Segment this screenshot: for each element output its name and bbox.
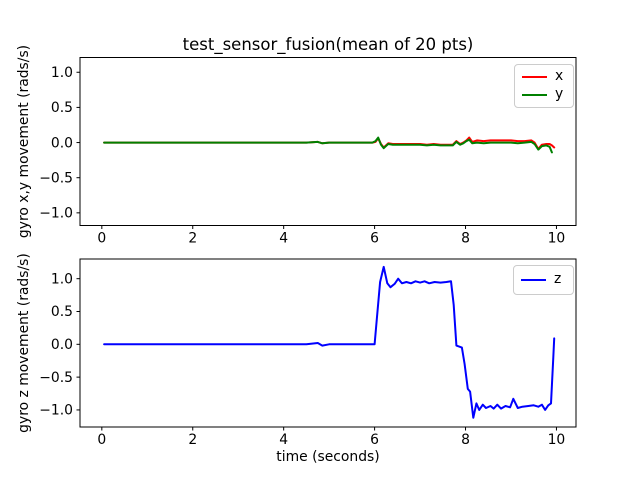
z-series-line-sample [521, 279, 546, 281]
y-axis-tick-label: 0.0 [51, 135, 73, 151]
x-axis-tick-label: 8 [461, 432, 470, 448]
chart-title: test_sensor_fusion(mean of 20 pts) [183, 35, 474, 55]
x-axis-tick-label: 0 [97, 231, 106, 247]
y-series-line [103, 136, 553, 154]
legend-entry-z: z [521, 270, 566, 290]
bottom-subplot-axes: 0 2 4 6 8 10 1.0 0.5 0.0 −0.5 −1.0 [39, 258, 577, 448]
x-axis-tick-label: 10 [548, 231, 566, 247]
y-axis-tick-label: 1.0 [51, 65, 73, 81]
y-axis-tick-label: −0.5 [39, 170, 73, 186]
legend-label-x: x [555, 68, 564, 85]
legend-entry-x: x [522, 68, 566, 86]
y-axis-tick-label: 0.0 [51, 337, 73, 353]
y-series-line-sample [522, 94, 547, 96]
legend-label-z: z [554, 271, 562, 288]
x-series-line-sample [522, 76, 547, 78]
top-legend: x y [514, 64, 574, 108]
z-series-line [103, 265, 556, 419]
x-axis-tick-label: 0 [97, 432, 106, 448]
bottom-y-axis-label: gyro z movement (rads/s) [16, 253, 32, 433]
y-axis-tick-label: 0.5 [51, 304, 73, 320]
axes-spines [79, 57, 577, 226]
top-y-axis-label: gyro x,y movement (rads/s) [16, 45, 32, 238]
x-axis-tick-label: 2 [188, 432, 197, 448]
y-axis-tick-label: −1.0 [39, 206, 73, 222]
x-axis-label: time (seconds) [276, 449, 379, 465]
y-axis-tick-label: 0.5 [51, 100, 73, 116]
top-subplot-axes: 0 2 4 6 8 10 1.0 0.5 0.0 −0.5 −1.0 [39, 57, 577, 247]
x-axis-tick-label: 4 [279, 432, 288, 448]
x-axis-tick-label: 8 [461, 231, 470, 247]
bottom-legend: z [513, 265, 574, 295]
legend-entry-y: y [522, 86, 566, 104]
legend-label-y: y [555, 86, 564, 103]
x-axis-tick-label: 4 [279, 231, 288, 247]
axes-spines [79, 258, 577, 428]
y-axis-tick-label: −1.0 [39, 403, 73, 419]
y-axis-tick-label: −0.5 [39, 370, 73, 386]
y-axis-tick-label: 1.0 [51, 271, 73, 287]
x-axis-tick-label: 6 [370, 231, 379, 247]
x-axis-tick-label: 6 [370, 432, 379, 448]
x-axis-tick-label: 2 [188, 231, 197, 247]
x-axis-tick-label: 10 [548, 432, 566, 448]
